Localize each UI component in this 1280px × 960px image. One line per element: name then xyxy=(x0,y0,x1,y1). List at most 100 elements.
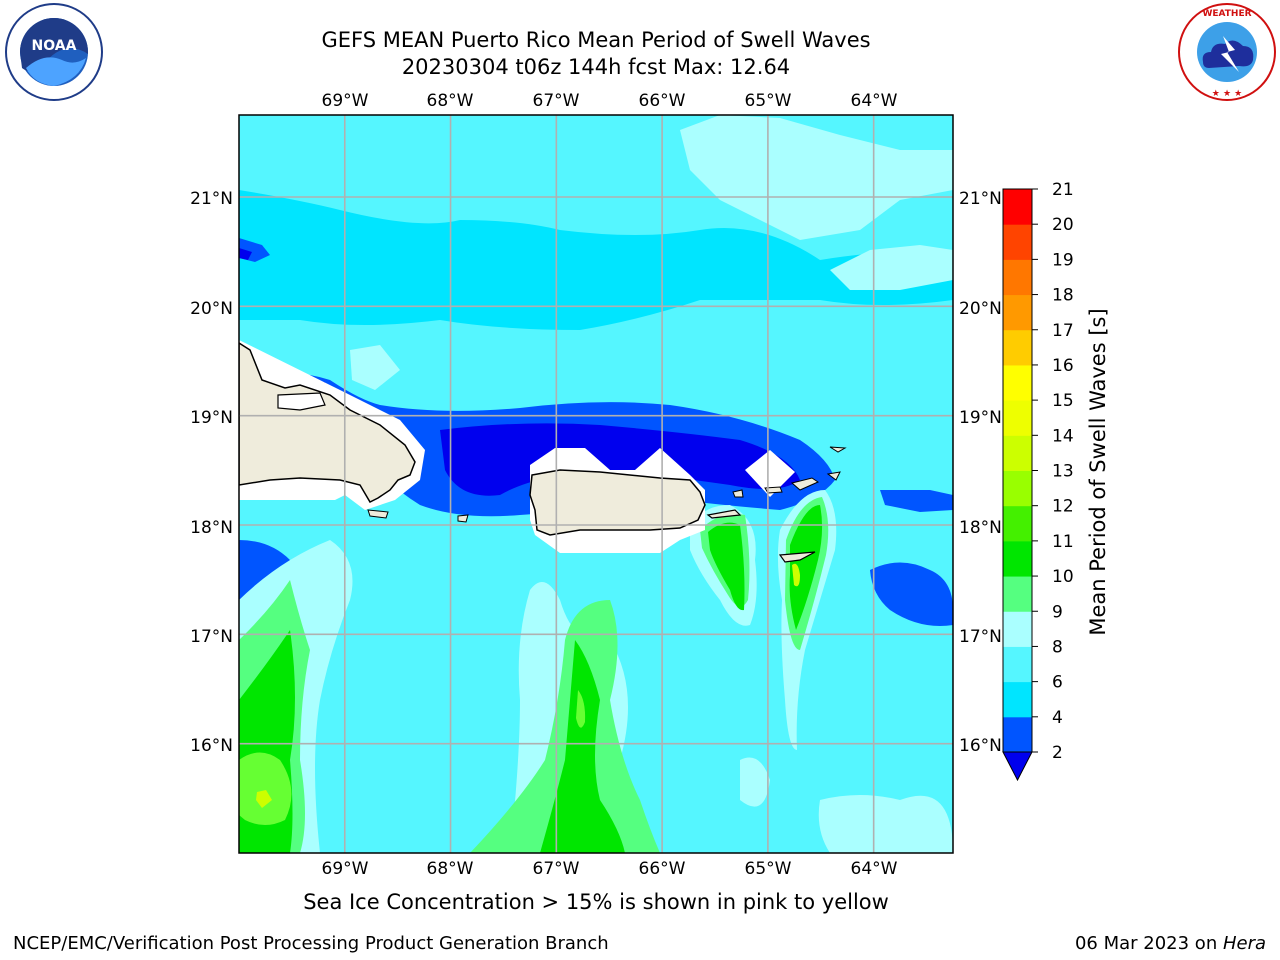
colorbar-tick-label: 10 xyxy=(1052,567,1074,587)
contour-10-11-s xyxy=(540,640,625,853)
contour-4-6-north xyxy=(239,190,953,330)
lat-tick-label: 20°N xyxy=(190,299,233,319)
land-st-croix xyxy=(778,551,816,563)
colorbar-tick-label: 17 xyxy=(1052,321,1074,341)
colorbar-tick-label: 14 xyxy=(1052,426,1074,446)
land-bvi xyxy=(790,477,820,491)
lat-tick-label: 19°N xyxy=(959,408,1002,428)
lon-tick-label: 65°W xyxy=(745,91,792,111)
contour-10-11-vi xyxy=(708,522,745,611)
contour-8-9-ne xyxy=(680,115,953,240)
contour-under-2-w xyxy=(239,248,252,260)
lat-tick-label: 17°N xyxy=(959,627,1002,647)
colorbar-segment xyxy=(1003,364,1032,401)
colorbar-segment xyxy=(1003,646,1032,683)
colorbar-tick-label: 13 xyxy=(1052,462,1074,482)
colorbar-segment xyxy=(1003,224,1032,260)
colorbar-tick-label: 2 xyxy=(1052,743,1063,763)
lat-tick-label: 20°N xyxy=(959,299,1002,319)
colorbar-tick-label: 4 xyxy=(1052,708,1063,728)
land-saona xyxy=(367,509,389,519)
credit-host: Hera xyxy=(1222,933,1266,954)
lon-tick-label: 66°W xyxy=(639,91,686,111)
land-st-thomas xyxy=(764,486,783,494)
svg-text:NOAA: NOAA xyxy=(32,38,77,54)
contour-8-9-nw xyxy=(350,345,400,390)
lon-tick-label: 67°W xyxy=(533,91,580,111)
colorbar-under-arrow xyxy=(1002,751,1033,782)
lat-tick-label: 21°N xyxy=(959,189,1002,209)
sea-ice-note: Sea Ice Concentration > 15% is shown in … xyxy=(303,890,889,914)
colorbar-segment xyxy=(1003,716,1032,753)
lat-tick-label: 18°N xyxy=(190,518,233,538)
land-anegada xyxy=(829,446,847,453)
contour-8-9-se xyxy=(818,795,953,853)
colorbar-segment xyxy=(1003,329,1032,366)
credit-date: 06 Mar 2023 on xyxy=(1074,933,1223,954)
contour-11-12-sw xyxy=(239,752,292,825)
contour-8-9-s2 xyxy=(740,757,770,807)
colorbar-tick-label: 18 xyxy=(1052,286,1074,306)
colorbar-label: Mean Period of Swell Waves [s] xyxy=(1086,308,1110,635)
contour-12-13-sw xyxy=(256,790,272,808)
lon-tick-label: 67°W xyxy=(533,859,580,879)
colorbar-ticks: 2 4 6 8 9 10 11 12 13 14 15 16 17 18 19 20 21 xyxy=(1032,180,1074,763)
colorbar-tick-label: 15 xyxy=(1052,391,1074,411)
lon-tick-label: 64°W xyxy=(851,91,898,111)
nws-logo-icon: WEATHER ★ ★ ★ xyxy=(1178,3,1276,101)
contour-2-4-se xyxy=(870,562,953,626)
chart-title: GEFS MEAN Puerto Rico Mean Period of Swe… xyxy=(321,28,871,52)
lat-tick-label: 17°N xyxy=(190,627,233,647)
colorbar-tick-label: 6 xyxy=(1052,673,1063,693)
svg-text:★ ★ ★: ★ ★ ★ xyxy=(1212,89,1242,99)
colorbar-tick-label: 12 xyxy=(1052,497,1074,517)
colorbar-tick-label: 16 xyxy=(1052,356,1074,376)
colorbar xyxy=(1002,188,1033,782)
noaa-logo-icon: NOAA xyxy=(5,3,103,101)
land-puerto-rico xyxy=(529,469,706,536)
land-hispaniola xyxy=(239,342,416,503)
lon-tick-label: 68°W xyxy=(427,859,474,879)
contour-12-13-stx xyxy=(792,563,800,587)
lat-tick-label: 16°N xyxy=(959,736,1002,756)
colorbar-segment xyxy=(1003,576,1032,612)
lat-ticks-left: 21°N 20°N 19°N 18°N 17°N 16°N xyxy=(190,189,233,756)
graticule xyxy=(239,115,953,853)
lat-ticks-right: 21°N 20°N 19°N 18°N 17°N 16°N xyxy=(959,189,1002,756)
lat-tick-label: 18°N xyxy=(959,518,1002,538)
lon-tick-label: 69°W xyxy=(322,859,369,879)
map-frame xyxy=(238,114,954,854)
contour-9-10-s xyxy=(470,600,660,853)
colorbar-segment xyxy=(1003,505,1032,542)
colorbar-tick-label: 8 xyxy=(1052,637,1063,657)
samana-bay xyxy=(277,392,326,411)
lon-tick-label: 68°W xyxy=(427,91,474,111)
lat-tick-label: 19°N xyxy=(190,408,233,428)
lon-ticks-top: 69°W 68°W 67°W 66°W 65°W 64°W xyxy=(322,91,898,111)
lon-tick-label: 65°W xyxy=(745,859,792,879)
credit-right: 06 Mar 2023 on Hera xyxy=(1075,933,1266,954)
nodata-vi xyxy=(745,450,795,497)
lon-tick-label: 66°W xyxy=(639,859,686,879)
lon-tick-label: 64°W xyxy=(851,859,898,879)
colorbar-segment xyxy=(1003,400,1032,436)
lat-tick-label: 16°N xyxy=(190,736,233,756)
colorbar-segment xyxy=(1003,435,1032,471)
land-virgin-gorda xyxy=(826,471,841,481)
lat-tick-label: 21°N xyxy=(190,189,233,209)
lon-tick-label: 69°W xyxy=(322,91,369,111)
land-mona xyxy=(457,514,469,523)
contour-2-4-e xyxy=(880,490,953,512)
colorbar-segment xyxy=(1003,189,1032,225)
credit-left: NCEP/EMC/Verification Post Processing Pr… xyxy=(13,933,609,954)
colorbar-tick-label: 11 xyxy=(1052,532,1074,552)
swell-period-field xyxy=(239,115,953,853)
colorbar-segment xyxy=(1003,540,1032,577)
colorbar-segment xyxy=(1003,681,1032,718)
contour-8-9-e xyxy=(830,245,953,290)
svg-text:WEATHER: WEATHER xyxy=(1202,9,1251,19)
colorbar-segment xyxy=(1003,470,1032,507)
contour-11-12-s xyxy=(576,690,586,728)
colorbar-tick-label: 9 xyxy=(1052,602,1063,622)
